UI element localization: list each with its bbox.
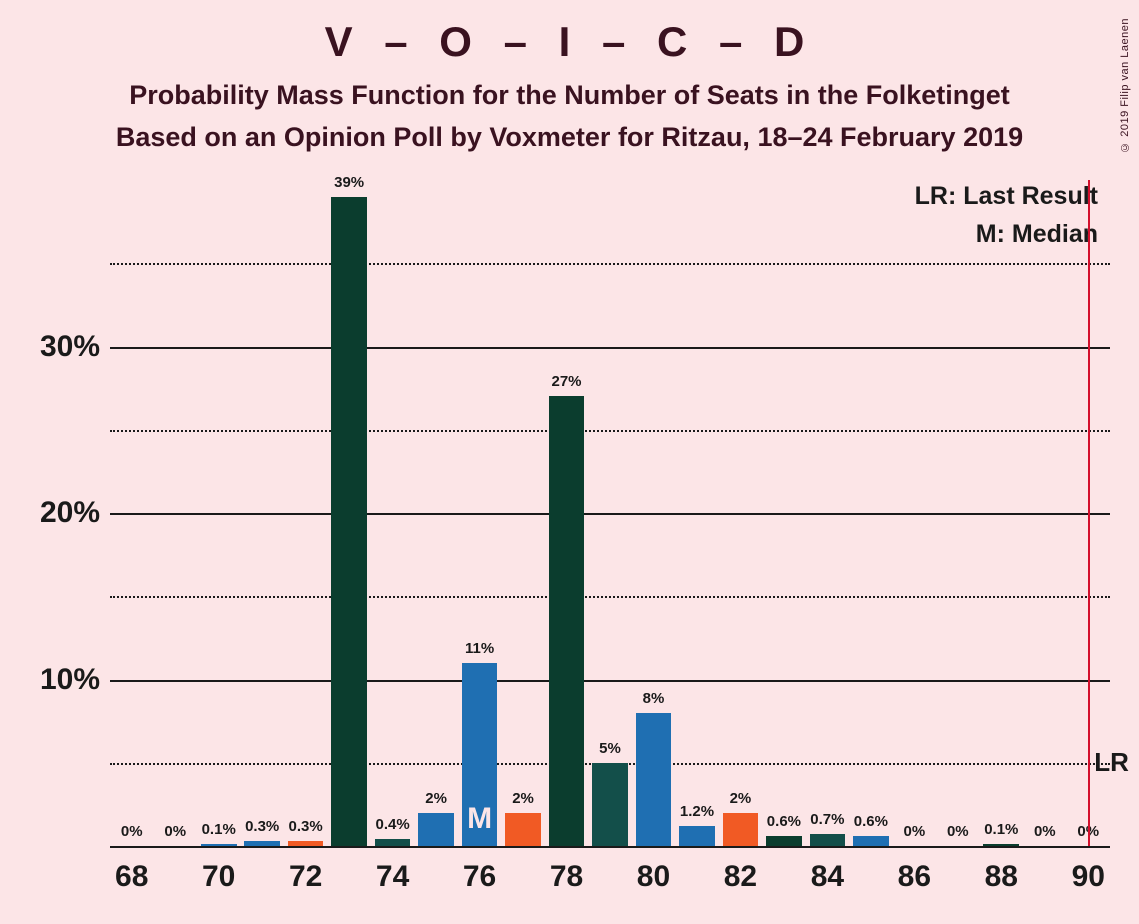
bar-value-label: 2% bbox=[512, 790, 534, 807]
median-label: M bbox=[467, 802, 492, 836]
bar-value-label: 8% bbox=[643, 690, 665, 707]
gridline-minor bbox=[110, 596, 1110, 598]
y-axis-label: 10% bbox=[40, 663, 100, 697]
bar-value-label: 0% bbox=[164, 823, 186, 840]
bar bbox=[244, 841, 280, 846]
last-result-line bbox=[1088, 180, 1090, 846]
bar-value-label: 1.2% bbox=[680, 803, 714, 820]
bar-value-label: 0% bbox=[947, 823, 969, 840]
bar bbox=[201, 844, 237, 846]
x-axis-label: 80 bbox=[637, 860, 670, 894]
bar-value-label: 0.3% bbox=[245, 818, 279, 835]
gridline-major bbox=[110, 846, 1110, 848]
x-axis-label: 74 bbox=[376, 860, 409, 894]
bar-value-label: 0.7% bbox=[810, 811, 844, 828]
gridline-major bbox=[110, 513, 1110, 515]
bar-value-label: 2% bbox=[425, 790, 447, 807]
bar-value-label: 0.6% bbox=[767, 813, 801, 830]
chart-canvas: V – O – I – C – D Probability Mass Funct… bbox=[0, 0, 1139, 924]
bar-value-label: 2% bbox=[730, 790, 752, 807]
legend-median: M: Median bbox=[976, 220, 1098, 249]
bar bbox=[679, 826, 715, 846]
x-axis-label: 70 bbox=[202, 860, 235, 894]
bar bbox=[766, 836, 802, 846]
copyright-text: © 2019 Filip van Laenen bbox=[1119, 18, 1131, 153]
x-axis-label: 84 bbox=[811, 860, 844, 894]
x-axis-label: 76 bbox=[463, 860, 496, 894]
bar bbox=[636, 713, 672, 846]
last-result-label: LR bbox=[1094, 747, 1129, 778]
bar bbox=[983, 844, 1019, 846]
x-axis-label: 86 bbox=[898, 860, 931, 894]
bar bbox=[853, 836, 889, 846]
x-axis-label: 72 bbox=[289, 860, 322, 894]
bar bbox=[723, 813, 759, 846]
bar-value-label: 0.6% bbox=[854, 813, 888, 830]
bar-value-label: 0.3% bbox=[289, 818, 323, 835]
gridline-minor bbox=[110, 430, 1110, 432]
bar-value-label: 5% bbox=[599, 740, 621, 757]
x-axis-label: 78 bbox=[550, 860, 583, 894]
bar-value-label: 0.4% bbox=[375, 816, 409, 833]
legend-last-result: LR: Last Result bbox=[915, 182, 1098, 211]
bar-value-label: 0% bbox=[121, 823, 143, 840]
x-axis-label: 68 bbox=[115, 860, 148, 894]
bar bbox=[810, 834, 846, 846]
x-axis-label: 90 bbox=[1072, 860, 1105, 894]
bar-value-label: 27% bbox=[552, 373, 582, 390]
bar-value-label: 0% bbox=[1034, 823, 1056, 840]
gridline-major bbox=[110, 347, 1110, 349]
bar bbox=[288, 841, 324, 846]
y-axis-label: 30% bbox=[40, 330, 100, 364]
x-axis-label: 82 bbox=[724, 860, 757, 894]
bar-value-label: 0.1% bbox=[202, 821, 236, 838]
bar-value-label: 0.1% bbox=[984, 821, 1018, 838]
gridline-major bbox=[110, 680, 1110, 682]
bar bbox=[418, 813, 454, 846]
chart-title: V – O – I – C – D bbox=[0, 18, 1139, 66]
bar bbox=[549, 396, 585, 846]
bar-value-label: 11% bbox=[465, 640, 494, 657]
bar bbox=[505, 813, 541, 846]
bar-value-label: 0% bbox=[904, 823, 926, 840]
bar bbox=[375, 839, 411, 846]
plot-area: LR: Last Result M: Median 10%20%30%68707… bbox=[110, 180, 1110, 846]
chart-subtitle-2: Based on an Opinion Poll by Voxmeter for… bbox=[0, 122, 1139, 153]
bar bbox=[331, 197, 367, 846]
bar-value-label: 39% bbox=[334, 174, 364, 191]
gridline-minor bbox=[110, 263, 1110, 265]
chart-subtitle-1: Probability Mass Function for the Number… bbox=[0, 80, 1139, 111]
bar bbox=[592, 763, 628, 846]
x-axis-label: 88 bbox=[985, 860, 1018, 894]
y-axis-label: 20% bbox=[40, 496, 100, 530]
